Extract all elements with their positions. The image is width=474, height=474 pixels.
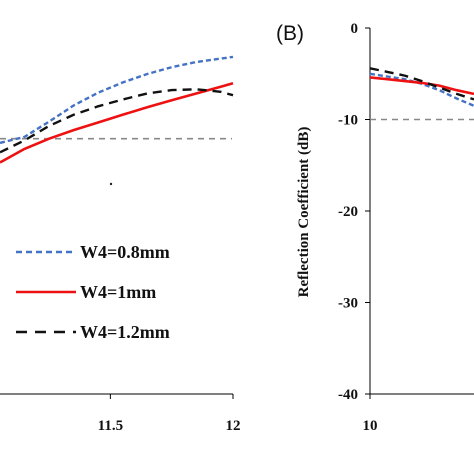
panel-b-series-group: [369, 67, 474, 107]
panel-a-series-line-3: [0, 88, 234, 154]
panel-a-stray-dot: [109, 182, 113, 186]
panel-b-series-line-3: [369, 67, 474, 101]
legend-label: W4=1.2mm: [80, 322, 170, 342]
y-tick-label: -10: [338, 113, 358, 129]
panel-b-y-ticks: 0 -10 -20 -30 -40: [338, 21, 370, 403]
panel-b: (B) Reflection Coefficient (dB) 10 0 -10 -…: [276, 21, 474, 434]
legend-label: W4=1mm: [80, 282, 156, 302]
y-tick-label: 0: [351, 21, 359, 37]
y-tick-label: -30: [338, 296, 358, 312]
panel-b-y-axis-label: Reflection Coefficient (dB): [296, 127, 312, 298]
panel-b-label: (B): [276, 22, 304, 45]
legend-label: W4=0.8mm: [80, 242, 170, 262]
panel-b-x-ticks: 10: [363, 394, 378, 434]
x-tick-label: 12: [226, 418, 241, 434]
x-tick-label: 11.5: [98, 418, 123, 434]
panel-a-legend: W4=0.8mm W4=1mm W4=1.2mm: [16, 242, 170, 342]
panel-a-series-group: [0, 55, 234, 164]
x-tick-label: 10: [363, 418, 378, 434]
panel-b-series-line-2: [369, 76, 474, 96]
panel-b-series-line-1: [369, 72, 474, 107]
panel-a: 11.5 12 W4=0.8mm W4=1mm W4=1.2mm: [0, 55, 241, 434]
panel-a-series-line-1: [0, 55, 234, 145]
y-tick-label: -40: [338, 387, 358, 403]
panel-a-x-ticks: 11.5 12: [98, 394, 241, 434]
panel-a-series-line-2: [0, 82, 234, 164]
y-tick-label: -20: [338, 204, 358, 220]
